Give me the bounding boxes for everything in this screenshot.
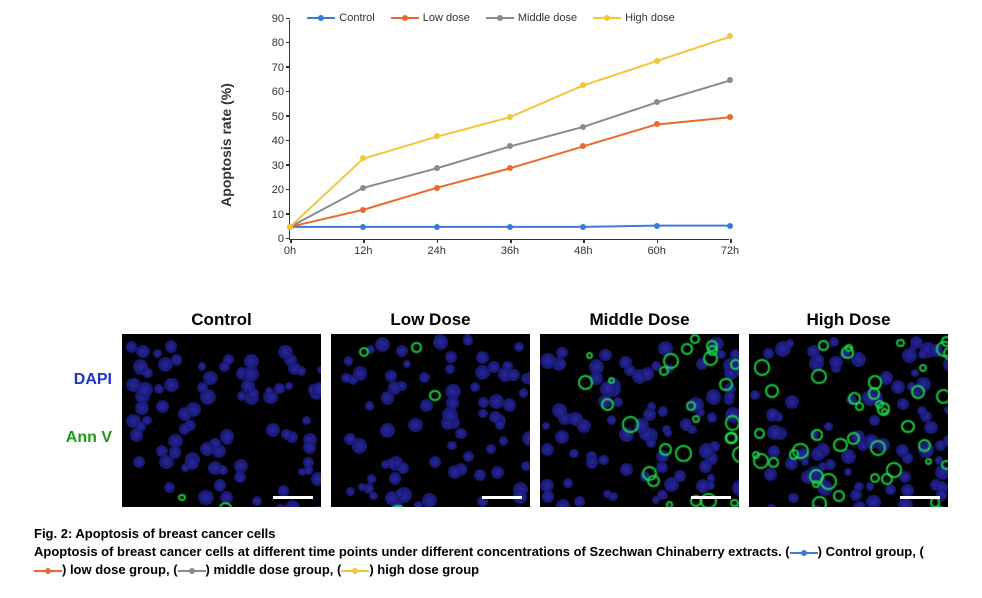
microscopy-panel: Middle Dose bbox=[540, 310, 739, 507]
x-tick-label: 72h bbox=[721, 245, 739, 257]
y-tick-label: 10 bbox=[272, 209, 284, 221]
microscopy-panel: High Dose bbox=[749, 310, 948, 507]
panel-image bbox=[331, 334, 530, 507]
microscopy-panel: Low Dose bbox=[331, 310, 530, 507]
microscopy-panel: Control bbox=[122, 310, 321, 507]
middle-dose-swatch bbox=[178, 570, 206, 572]
x-tick-label: 0h bbox=[284, 245, 296, 257]
x-tick-label: 12h bbox=[354, 245, 372, 257]
high-dose-swatch bbox=[341, 570, 369, 572]
microscopy-images: Control Low Dose Middle Dose High Dose bbox=[122, 310, 948, 507]
x-tick-label: 36h bbox=[501, 245, 519, 257]
microscopy-panel-row: DAPI Ann V Control Low Dose Middle Dose Hig… bbox=[34, 310, 948, 507]
caption-body: Apoptosis of breast cancer cells at diff… bbox=[34, 543, 948, 579]
dapi-label: DAPI bbox=[34, 371, 112, 389]
y-tick-label: 30 bbox=[272, 160, 284, 172]
x-tick-label: 60h bbox=[647, 245, 665, 257]
legend-swatch bbox=[307, 17, 335, 19]
apoptosis-line-chart: Apoptosis rate (%) 01020304050607080900h… bbox=[231, 10, 751, 280]
panel-title: Middle Dose bbox=[589, 310, 689, 330]
stain-labels: DAPI Ann V bbox=[34, 371, 122, 447]
legend-swatch bbox=[593, 17, 621, 19]
panel-title: Low Dose bbox=[390, 310, 470, 330]
legend-swatch bbox=[486, 17, 514, 19]
control-swatch bbox=[790, 552, 818, 554]
panel-image bbox=[122, 334, 321, 507]
y-tick-label: 20 bbox=[272, 184, 284, 196]
legend-swatch bbox=[391, 17, 419, 19]
x-tick-label: 24h bbox=[427, 245, 445, 257]
y-tick-label: 60 bbox=[272, 86, 284, 98]
y-tick-label: 80 bbox=[272, 37, 284, 49]
scale-bar bbox=[273, 496, 313, 499]
y-tick-label: 40 bbox=[272, 135, 284, 147]
scale-bar bbox=[900, 496, 940, 499]
plot-area: 01020304050607080900h12h24h36h48h60h72h bbox=[289, 20, 729, 240]
panel-image bbox=[749, 334, 948, 507]
x-tick-label: 48h bbox=[574, 245, 592, 257]
low-dose-swatch bbox=[34, 570, 62, 572]
y-tick-label: 90 bbox=[272, 13, 284, 25]
y-axis-label: Apoptosis rate (%) bbox=[218, 83, 234, 207]
y-tick-label: 0 bbox=[278, 233, 284, 245]
panel-title: Control bbox=[191, 310, 251, 330]
figure-caption: Fig. 2: Apoptosis of breast cancer cells… bbox=[34, 525, 948, 580]
scale-bar bbox=[691, 496, 731, 499]
y-tick-label: 50 bbox=[272, 111, 284, 123]
scale-bar bbox=[482, 496, 522, 499]
panel-title: High Dose bbox=[806, 310, 890, 330]
caption-title: Fig. 2: Apoptosis of breast cancer cells bbox=[34, 525, 948, 543]
y-tick-label: 70 bbox=[272, 62, 284, 74]
annv-label: Ann V bbox=[34, 429, 112, 447]
series-line bbox=[290, 20, 729, 239]
panel-image bbox=[540, 334, 739, 507]
